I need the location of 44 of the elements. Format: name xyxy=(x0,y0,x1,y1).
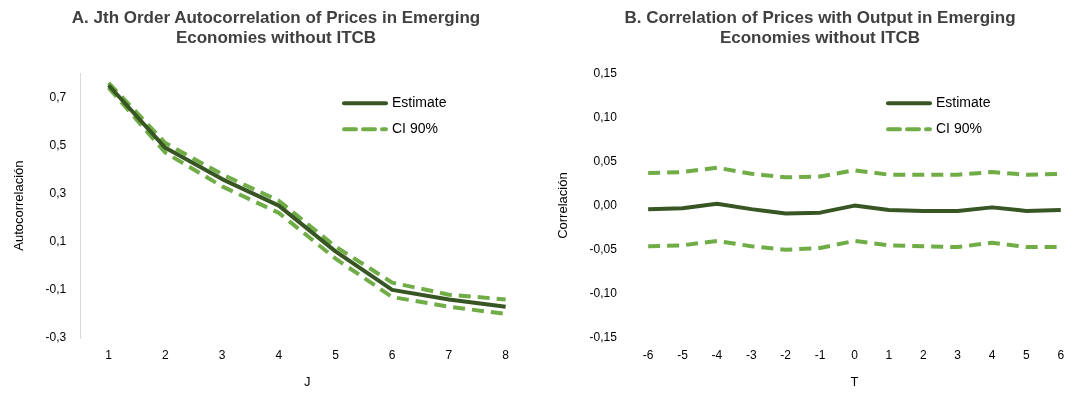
x-tick-label: 4 xyxy=(275,347,283,362)
y-tick-label: -0,15 xyxy=(589,330,618,345)
x-tick-label: -6 xyxy=(642,347,654,362)
x-tick-label: 8 xyxy=(502,347,510,362)
x-tick-label: 1 xyxy=(105,347,113,362)
x-tick-label: 3 xyxy=(218,347,226,362)
x-tick-label: 1 xyxy=(885,347,893,362)
x-tick-label: 5 xyxy=(1023,347,1031,362)
y-tick-label: 0,1 xyxy=(49,234,67,249)
x-tick-label: 3 xyxy=(954,347,962,362)
y-tick-label: -0,1 xyxy=(45,282,67,297)
x-axis-title: T xyxy=(850,373,859,389)
x-tick-label: 4 xyxy=(988,347,996,362)
x-tick-label: 2 xyxy=(919,347,927,362)
chart-title: B. Correlation of Prices with Output in Emerging Economies without ITCB xyxy=(623,8,1017,49)
y-tick-label: 0,00 xyxy=(593,197,618,212)
x-tick-label: 0 xyxy=(851,347,859,362)
y-tick-label: 0,10 xyxy=(593,109,618,124)
chart-title: A. Jth Order Autocorrelation of Prices in Emerging Economies without ITCB xyxy=(70,8,482,49)
x-axis-title: J xyxy=(303,373,311,389)
legend-label: CI 90% xyxy=(936,120,982,137)
x-tick-label: -4 xyxy=(711,347,723,362)
y-tick-label: 0,05 xyxy=(593,153,618,168)
x-tick-label: 2 xyxy=(162,347,170,362)
x-tick-label: 5 xyxy=(332,347,340,362)
legend-label: CI 90% xyxy=(392,120,438,137)
x-tick-label: -3 xyxy=(745,347,757,362)
y-tick-label: 0,7 xyxy=(49,89,67,104)
x-tick-label: -5 xyxy=(677,347,689,362)
y-axis-title: Autocorrelación xyxy=(11,160,27,251)
y-tick-label: 0,15 xyxy=(593,65,618,80)
x-tick-label: 6 xyxy=(388,347,396,362)
y-tick-label: -0,3 xyxy=(45,330,67,345)
legend-label: Estimate xyxy=(392,94,447,111)
x-tick-label: 7 xyxy=(445,347,453,362)
y-tick-label: 0,3 xyxy=(49,185,67,200)
legend-label: Estimate xyxy=(936,94,991,111)
y-tick-label: -0,05 xyxy=(589,242,618,257)
x-tick-label: -1 xyxy=(814,347,826,362)
y-tick-label: 0,5 xyxy=(49,137,67,152)
y-tick-label: -0,10 xyxy=(589,286,618,301)
y-axis-title: Correlación xyxy=(555,172,571,239)
x-tick-label: -2 xyxy=(780,347,792,362)
x-tick-label: 6 xyxy=(1057,347,1065,362)
